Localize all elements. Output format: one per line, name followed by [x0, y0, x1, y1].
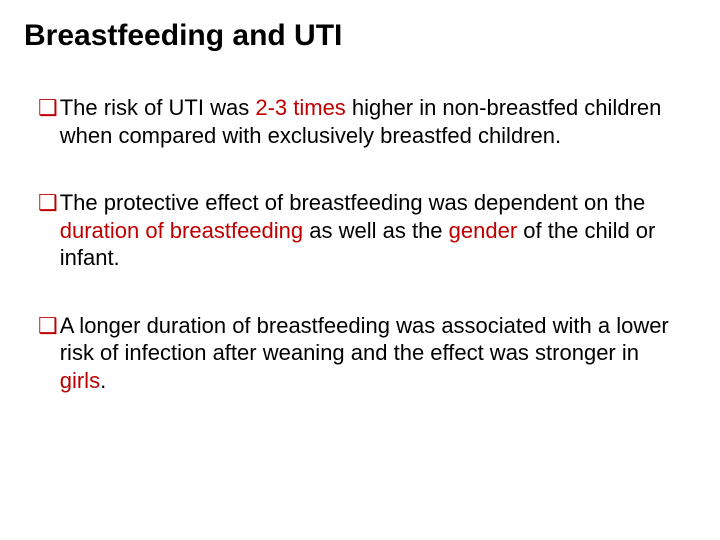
slide-title: Breastfeeding and UTI: [24, 18, 690, 54]
bullet-text: A longer duration of breastfeeding was a…: [60, 312, 690, 395]
bullet-text: The protective effect of breastfeeding w…: [60, 189, 690, 272]
plain-text: The risk of UTI was: [60, 95, 256, 120]
square-bullet-icon: ❑: [38, 312, 58, 340]
highlight-text: girls: [60, 368, 100, 393]
bullet-item: ❑A longer duration of breastfeeding was …: [38, 312, 690, 395]
slide: Breastfeeding and UTI ❑The risk of UTI w…: [0, 0, 720, 540]
highlight-text: gender: [449, 218, 518, 243]
plain-text: .: [100, 368, 106, 393]
highlight-text: duration of breastfeeding: [60, 218, 303, 243]
plain-text: A longer duration of breastfeeding was a…: [60, 313, 669, 366]
bullet-item: ❑The risk of UTI was 2-3 times higher in…: [38, 94, 690, 149]
square-bullet-icon: ❑: [38, 189, 58, 217]
bullet-list: ❑The risk of UTI was 2-3 times higher in…: [24, 94, 690, 394]
square-bullet-icon: ❑: [38, 94, 58, 122]
highlight-text: 2-3 times: [255, 95, 345, 120]
plain-text: The protective effect of breastfeeding w…: [60, 190, 645, 215]
plain-text: as well as the: [303, 218, 449, 243]
bullet-item: ❑The protective effect of breastfeeding …: [38, 189, 690, 272]
bullet-text: The risk of UTI was 2-3 times higher in …: [60, 94, 690, 149]
